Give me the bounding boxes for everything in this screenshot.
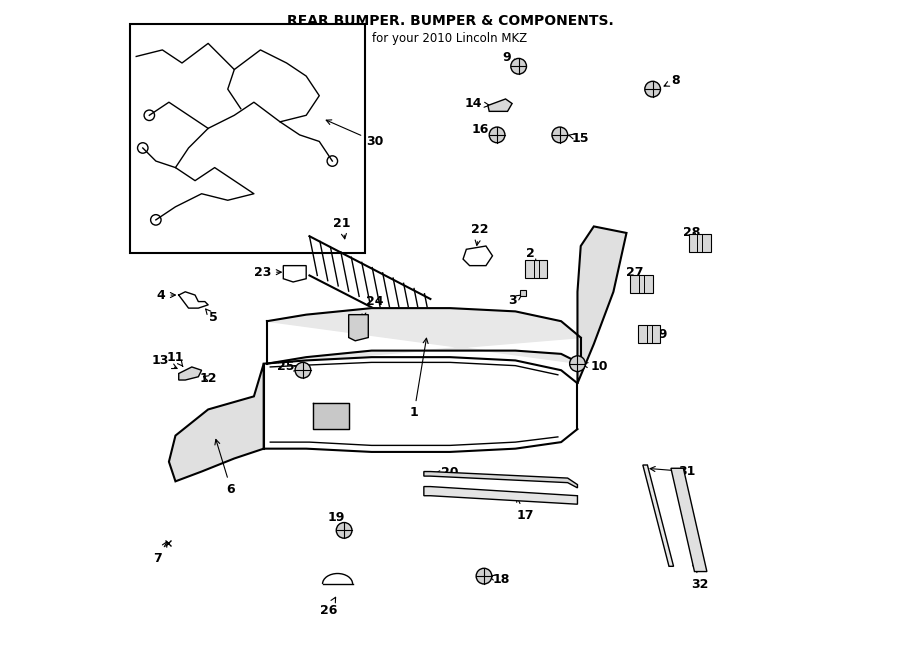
Polygon shape	[424, 471, 578, 488]
Circle shape	[552, 127, 568, 143]
Text: 14: 14	[464, 97, 490, 110]
Circle shape	[490, 127, 505, 143]
Text: 4: 4	[157, 289, 176, 302]
Polygon shape	[348, 314, 368, 341]
Text: 16: 16	[472, 123, 496, 136]
Text: 11: 11	[166, 351, 184, 367]
Polygon shape	[169, 363, 264, 481]
Text: 23: 23	[254, 265, 282, 279]
Text: 15: 15	[569, 132, 590, 145]
Text: 22: 22	[471, 223, 488, 246]
Text: REAR BUMPER. BUMPER & COMPONENTS.: REAR BUMPER. BUMPER & COMPONENTS.	[286, 14, 614, 28]
Polygon shape	[670, 468, 706, 571]
Text: 32: 32	[691, 561, 708, 591]
Text: 17: 17	[517, 496, 534, 522]
Text: 20: 20	[435, 466, 459, 479]
Polygon shape	[578, 226, 626, 383]
Text: 19: 19	[328, 511, 345, 530]
FancyBboxPatch shape	[688, 234, 711, 252]
Text: 25: 25	[276, 360, 300, 373]
Text: 3: 3	[508, 295, 522, 307]
Text: 5: 5	[206, 309, 218, 324]
Polygon shape	[312, 403, 348, 429]
Text: 31: 31	[650, 465, 696, 478]
FancyBboxPatch shape	[638, 325, 661, 344]
FancyBboxPatch shape	[130, 24, 365, 253]
Text: 12: 12	[200, 371, 217, 385]
FancyBboxPatch shape	[526, 260, 547, 278]
Text: 27: 27	[626, 265, 644, 281]
Circle shape	[511, 58, 526, 74]
Circle shape	[295, 362, 310, 378]
Circle shape	[644, 81, 661, 97]
Text: 9: 9	[502, 51, 518, 64]
Text: 1: 1	[410, 338, 428, 419]
Text: 26: 26	[320, 597, 338, 616]
Text: 7: 7	[153, 542, 167, 565]
Polygon shape	[643, 465, 673, 566]
Text: 18: 18	[489, 573, 509, 586]
Text: 24: 24	[361, 295, 383, 319]
Text: for your 2010 Lincoln MKZ: for your 2010 Lincoln MKZ	[373, 32, 527, 44]
Text: 8: 8	[664, 74, 680, 87]
Text: 10: 10	[582, 360, 608, 373]
Text: 13: 13	[152, 354, 177, 369]
Text: 2: 2	[526, 248, 536, 265]
Text: 21: 21	[333, 216, 351, 239]
Text: 29: 29	[651, 328, 668, 342]
Circle shape	[337, 522, 352, 538]
FancyBboxPatch shape	[630, 275, 652, 293]
Text: 6: 6	[215, 440, 235, 496]
Text: 30: 30	[326, 120, 383, 148]
Polygon shape	[488, 99, 512, 111]
Polygon shape	[267, 308, 580, 363]
Text: 28: 28	[683, 226, 700, 240]
Polygon shape	[424, 487, 578, 504]
Circle shape	[570, 356, 585, 371]
Polygon shape	[179, 367, 202, 380]
Circle shape	[476, 568, 491, 584]
